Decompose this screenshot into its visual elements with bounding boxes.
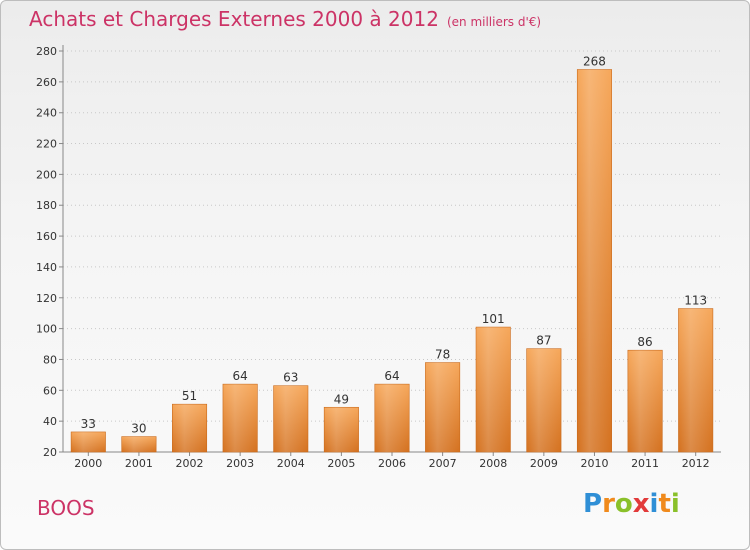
y-tick-label: 80 xyxy=(43,353,57,366)
bar-value-label: 30 xyxy=(131,422,146,436)
bar-value-label: 63 xyxy=(283,371,298,385)
bar-value-label: 268 xyxy=(583,55,606,69)
logo-letter: t xyxy=(658,489,671,519)
chart-title-text: Achats et Charges Externes 2000 à 2012 xyxy=(29,7,439,31)
y-tick-label: 100 xyxy=(36,323,57,336)
logo-letter: r xyxy=(602,489,615,519)
y-tick-label: 180 xyxy=(36,199,57,212)
bar-highlight xyxy=(71,431,106,452)
bar-highlight xyxy=(476,327,511,452)
y-tick-label: 120 xyxy=(36,292,57,305)
commune-name: BOOS xyxy=(37,496,95,520)
bar-value-label: 64 xyxy=(384,369,399,383)
x-tick-label: 2011 xyxy=(631,457,659,470)
logo-letter: i xyxy=(649,489,659,519)
x-tick-label: 2009 xyxy=(530,457,558,470)
proxiti-logo: Proxiti xyxy=(583,489,680,519)
bar-highlight xyxy=(324,407,359,452)
bar-highlight xyxy=(121,436,157,452)
bar-value-label: 87 xyxy=(536,334,551,348)
bar-highlight xyxy=(526,348,562,452)
bar-highlight xyxy=(425,362,460,452)
x-tick-label: 2000 xyxy=(74,457,102,470)
bar-value-label: 64 xyxy=(233,369,248,383)
logo-letter: i xyxy=(670,489,680,519)
x-tick-label: 2005 xyxy=(327,457,355,470)
bar-value-label: 51 xyxy=(182,389,197,403)
bar-highlight xyxy=(172,404,207,452)
bar-highlight xyxy=(678,308,713,452)
y-tick-label: 60 xyxy=(43,384,57,397)
bar-value-label: 33 xyxy=(81,417,96,431)
x-tick-label: 2010 xyxy=(580,457,608,470)
logo-letter: x xyxy=(632,489,650,519)
x-tick-label: 2008 xyxy=(479,457,507,470)
bar-value-label: 113 xyxy=(684,294,707,308)
x-tick-label: 2001 xyxy=(125,457,153,470)
logo-letter: P xyxy=(583,489,603,519)
bar-highlight xyxy=(374,384,410,452)
y-tick-label: 280 xyxy=(36,45,57,58)
bar-highlight xyxy=(222,384,258,452)
x-tick-label: 2004 xyxy=(277,457,305,470)
y-tick-label: 160 xyxy=(36,230,57,243)
bar-highlight xyxy=(577,69,612,452)
y-tick-label: 20 xyxy=(43,446,57,459)
x-tick-label: 2007 xyxy=(429,457,457,470)
bar-highlight xyxy=(273,385,308,452)
bar-highlight xyxy=(627,350,663,452)
chart-title: Achats et Charges Externes 2000 à 2012 (e… xyxy=(29,7,541,31)
bar-value-label: 86 xyxy=(637,335,652,349)
bar-value-label: 49 xyxy=(334,392,349,406)
y-tick-label: 240 xyxy=(36,107,57,120)
logo-letter: o xyxy=(614,489,633,519)
chart-unit-note: (en milliers d'€) xyxy=(446,15,542,29)
y-tick-label: 40 xyxy=(43,415,57,428)
x-tick-label: 2003 xyxy=(226,457,254,470)
bar-value-label: 101 xyxy=(482,312,505,326)
y-tick-label: 140 xyxy=(36,261,57,274)
x-tick-label: 2002 xyxy=(176,457,204,470)
x-tick-label: 2006 xyxy=(378,457,406,470)
bar-value-label: 78 xyxy=(435,348,450,362)
y-tick-label: 220 xyxy=(36,138,57,151)
y-tick-label: 200 xyxy=(36,168,57,181)
y-tick-label: 260 xyxy=(36,76,57,89)
x-tick-label: 2012 xyxy=(682,457,710,470)
